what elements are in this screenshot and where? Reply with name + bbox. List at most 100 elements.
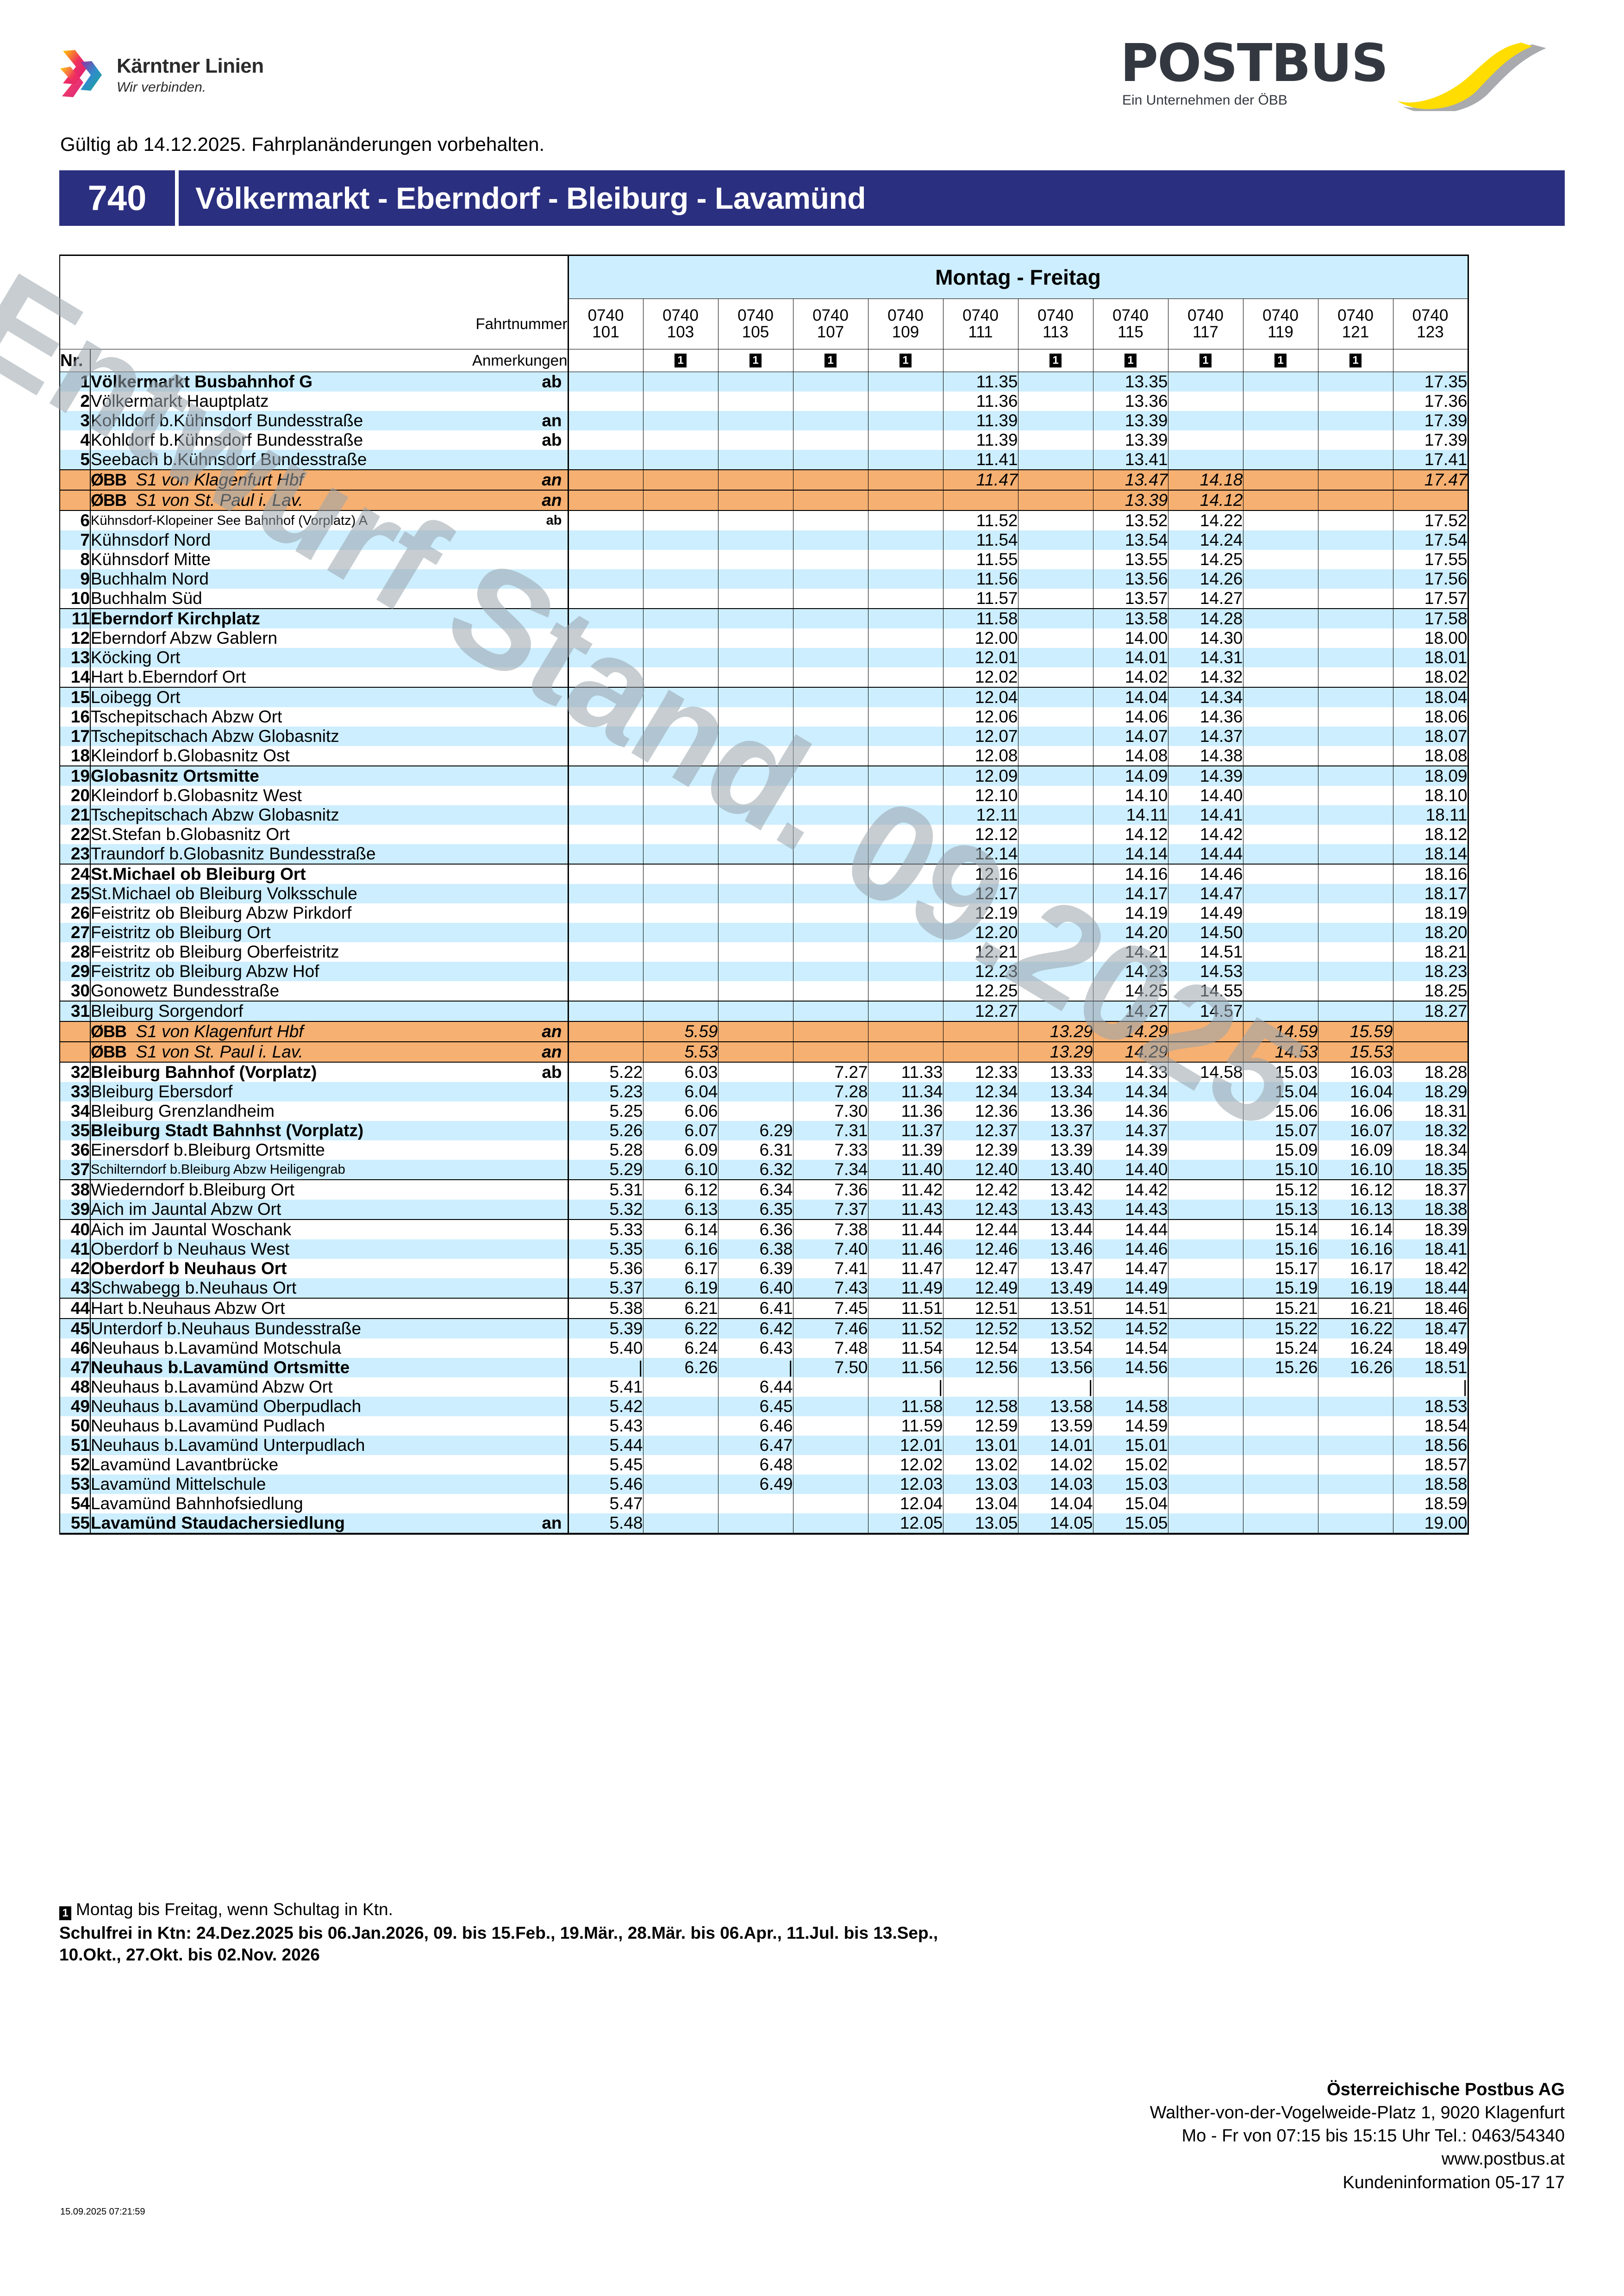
stop-name-cell: Feistritz ob Bleiburg Abzw Pirkdorf — [90, 903, 569, 923]
table-row: 33 Bleiburg Ebersdorf 5.23 6.04 7.28 11.34 12.… — [59, 1082, 1469, 1101]
time-cell — [868, 628, 943, 648]
time-cell: 16.12 — [1318, 1180, 1393, 1200]
time-cell: 12.23 — [943, 962, 1018, 981]
time-cell: 17.54 — [1393, 530, 1469, 550]
time-cell: 6.17 — [643, 1259, 718, 1278]
time-cell — [793, 609, 868, 628]
time-cell: 11.47 — [943, 469, 1018, 491]
time-cell: 18.51 — [1393, 1358, 1469, 1377]
time-cell — [568, 569, 643, 589]
trip-number-header: 0740 113 — [1018, 299, 1093, 349]
table-row: 16 Tschepitschach Abzw Ort 12.06 14.06 14.36… — [59, 707, 1469, 727]
time-cell: 5.45 — [568, 1455, 643, 1475]
time-cell — [868, 1001, 943, 1021]
table-row: 44 Hart b.Neuhaus Abzw Ort 5.38 6.21 6.41 7.4… — [59, 1298, 1469, 1319]
time-cell: 15.07 — [1243, 1121, 1318, 1140]
stop-name-cell: Neuhaus b.Lavamünd Unterpudlach — [90, 1436, 569, 1455]
time-cell — [643, 942, 718, 962]
time-cell — [718, 962, 793, 981]
time-cell: 11.49 — [868, 1278, 943, 1299]
time-cell — [643, 1416, 718, 1436]
stop-name-cell: Feistritz ob Bleiburg Oberfeistritz — [90, 942, 569, 962]
time-cell: 14.21 — [1093, 942, 1168, 962]
stop-name: Schwabegg b.Neuhaus Ort — [91, 1278, 297, 1297]
time-cell: 12.59 — [943, 1416, 1018, 1436]
time-cell — [1243, 825, 1318, 844]
time-cell — [568, 1001, 643, 1021]
time-cell: 12.12 — [943, 825, 1018, 844]
time-cell: 14.17 — [1093, 884, 1168, 903]
time-cell: 11.39 — [868, 1140, 943, 1160]
time-cell — [1243, 510, 1318, 530]
stop-name: Bleiburg Bahnhof (Vorplatz) — [91, 1063, 317, 1082]
time-cell — [718, 550, 793, 569]
time-cell: 11.42 — [868, 1180, 943, 1200]
time-cell: 5.41 — [568, 1377, 643, 1397]
footer-website[interactable]: www.postbus.at — [1441, 2149, 1565, 2169]
time-cell — [568, 707, 643, 727]
time-cell: 14.31 — [1168, 648, 1243, 667]
time-cell — [793, 510, 868, 530]
time-cell: 13.41 — [1093, 450, 1168, 470]
time-cell — [643, 490, 718, 511]
row-number: 14 — [59, 667, 91, 688]
time-cell: 16.19 — [1318, 1278, 1393, 1299]
time-cell — [1318, 1513, 1393, 1535]
time-cell — [793, 923, 868, 942]
time-cell: 13.29 — [1018, 1021, 1093, 1042]
row-number: 40 — [59, 1220, 91, 1239]
time-cell: 11.55 — [943, 550, 1018, 569]
stop-name-cell: ØBB S1 von Klagenfurt Hbf an — [90, 469, 569, 491]
time-cell — [1243, 1455, 1318, 1475]
time-cell — [1318, 1397, 1393, 1416]
stop-name-cell: Eberndorf Abzw Gablern — [90, 628, 569, 648]
time-cell: 14.37 — [1093, 1121, 1168, 1140]
stop-name: Gonowetz Bundesstraße — [91, 981, 280, 1000]
time-cell — [793, 942, 868, 962]
time-cell — [1168, 1160, 1243, 1180]
time-cell: 11.36 — [868, 1101, 943, 1121]
time-cell — [568, 550, 643, 569]
time-cell: 14.37 — [1168, 727, 1243, 746]
table-row: 4 Kohldorf b.Kühnsdorf Bundesstraße ab 11.3… — [59, 430, 1469, 450]
time-cell — [1318, 1377, 1393, 1397]
time-cell: 13.39 — [1093, 490, 1168, 511]
stop-name: Oberdorf b Neuhaus Ort — [91, 1259, 287, 1278]
trip-prefix: 0740 — [587, 306, 624, 325]
time-cell — [793, 430, 868, 450]
time-cell: 16.24 — [1318, 1338, 1393, 1358]
time-cell — [718, 1494, 793, 1513]
time-cell — [568, 372, 643, 392]
time-cell — [643, 569, 718, 589]
time-cell — [1318, 490, 1393, 511]
table-row: 50 Neuhaus b.Lavamünd Pudlach 5.43 6.46 11.5… — [59, 1416, 1469, 1436]
stop-name-cell: Völkermarkt Busbahnhof G ab — [90, 372, 569, 392]
time-cell: 13.54 — [1093, 530, 1168, 550]
table-header-notes-row: Nr. Anmerkungen 1 1 1 1 1 1 1 1 1 — [59, 349, 1469, 372]
time-cell — [1168, 1358, 1243, 1377]
time-cell: 18.12 — [1393, 825, 1469, 844]
row-number: 24 — [59, 864, 91, 884]
time-cell: 12.44 — [943, 1220, 1018, 1239]
time-cell: 14.44 — [1168, 844, 1243, 865]
time-cell: 13.29 — [1018, 1041, 1093, 1063]
stop-name: S1 von Klagenfurt Hbf — [136, 470, 304, 489]
header-blank-cell — [59, 255, 569, 299]
time-cell: 5.29 — [568, 1160, 643, 1180]
trip-number: 113 — [1043, 323, 1068, 341]
table-header-daygroup-row: Montag - Freitag — [59, 255, 1469, 299]
stop-name-cell: Buchhalm Nord — [90, 569, 569, 589]
time-cell: 6.06 — [643, 1101, 718, 1121]
note-cell: 1 — [1243, 349, 1318, 372]
time-cell — [1018, 864, 1093, 884]
time-cell: 12.11 — [943, 805, 1018, 825]
table-row: 40 Aich im Jauntal Woschank 5.33 6.14 6.36 7.… — [59, 1220, 1469, 1239]
table-row: 41 Oberdorf b Neuhaus West 5.35 6.16 6.38 7.4… — [59, 1239, 1469, 1259]
time-cell — [1018, 687, 1093, 707]
time-cell — [568, 884, 643, 903]
time-cell: 7.31 — [793, 1121, 868, 1140]
stop-name-cell: Neuhaus b.Lavamünd Abzw Ort — [90, 1377, 569, 1397]
time-cell: 14.09 — [1093, 766, 1168, 786]
time-cell — [793, 687, 868, 707]
time-cell: 18.10 — [1393, 786, 1469, 805]
